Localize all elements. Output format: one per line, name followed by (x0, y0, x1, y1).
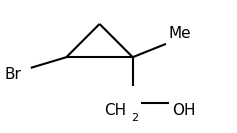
Text: 2: 2 (132, 113, 139, 123)
Text: Me: Me (168, 26, 191, 41)
Text: Br: Br (5, 67, 22, 82)
Text: OH: OH (172, 103, 195, 118)
Text: CH: CH (104, 103, 126, 118)
